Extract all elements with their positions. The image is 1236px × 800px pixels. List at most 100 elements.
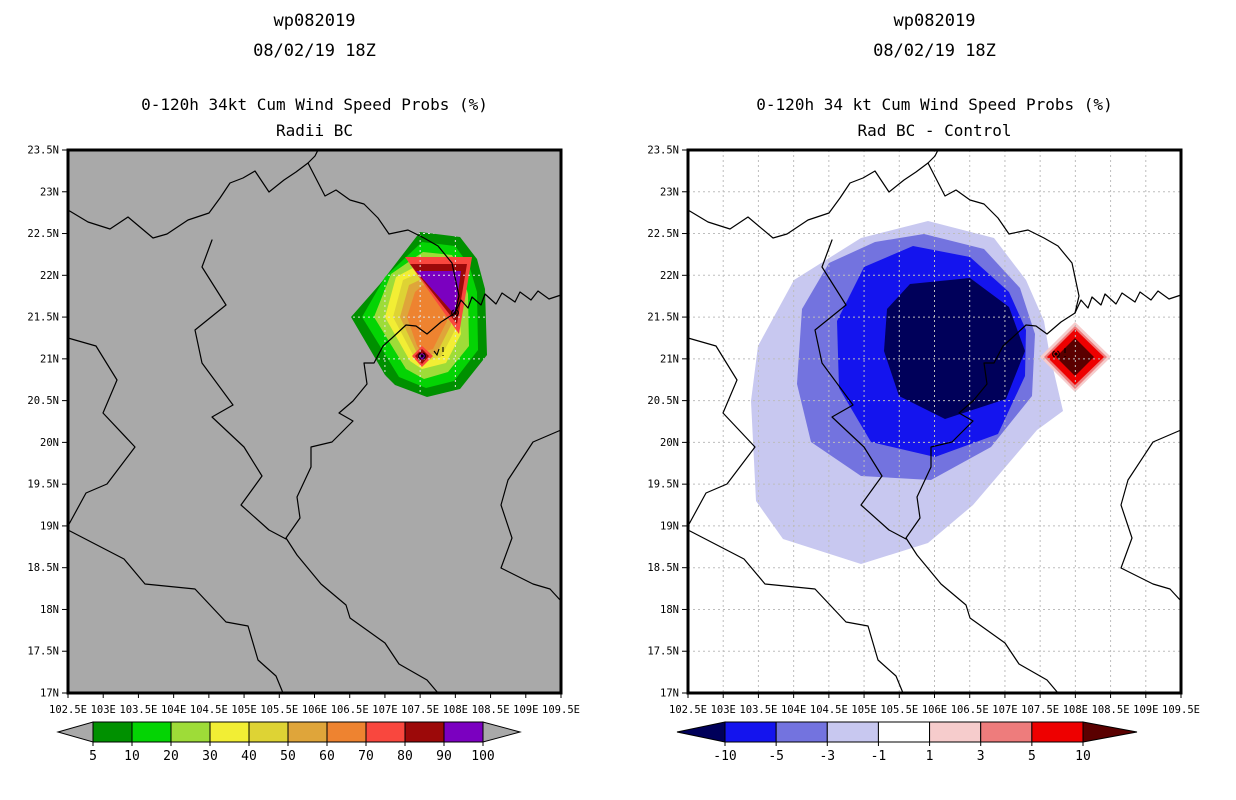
colorbar-arrow-right [482,721,522,743]
colorbar-label: 1 [926,749,934,764]
lon-tick-label: 103E [711,704,736,716]
lon-tick-label: 104E [161,704,186,716]
lon-tick-label: 105.5E [880,704,918,716]
coastline-layer [687,149,1182,694]
marker-layer [418,309,459,360]
lat-tick-label: 22N [40,270,59,282]
lat-tick-label: 21N [40,353,59,365]
annotation-mark [433,348,440,357]
colorbar-label: 3 [977,749,985,764]
lat-tick-label: 23N [660,186,679,198]
lon-tick-label: 106E [922,704,947,716]
colorbar-segment [365,721,406,743]
lon-tick-label: 109E [513,704,538,716]
right-map-svg: 102.5E 103E 103.5E 104E 104.5E 105E 105.5E 106E… [647,145,1200,765]
colorbar-label: -10 [713,749,736,764]
lon-tick-label: 107E [372,704,397,716]
lat-tick-label: 17N [40,688,59,700]
contour-90pct-triangle [416,271,461,315]
border-china-vietnam [687,162,1080,314]
colorbar-label: 10 [1075,749,1091,764]
colorbar-layer: 5 10 20 30 40 50 60 70 80 90 100 [56,721,522,764]
lat-tick-label: 19N [660,520,679,532]
colorbar-segment [404,721,445,743]
contour-neg10-core [884,278,1025,419]
coast-china-east [454,290,562,314]
lon-tick-label: 108.5E [472,704,510,716]
lon-tick-label: 104E [781,704,806,716]
storm-symbol-arms [451,309,459,317]
lat-tick-label: 19N [40,520,59,532]
lat-tick-label: 21.5N [647,312,679,324]
lat-tick-label: 19.5N [27,479,59,491]
lat-tick-label: 20.5N [647,395,679,407]
colorbar-segment [826,721,879,743]
lon-tick-label: 103.5E [119,704,157,716]
lat-tick-label: 21.5N [27,312,59,324]
lat-tick-label: 18N [660,604,679,616]
lon-tick-label: 108.5E [1092,704,1130,716]
coastline-layer [67,149,562,694]
map-background [68,150,561,693]
storm-symbol-center [1054,352,1058,356]
colorbar-segment [131,721,172,743]
lon-tick-label: 107.5E [401,704,439,716]
lon-tick-label: 105E [231,704,256,716]
colorbar-label: 20 [163,749,179,764]
colorbar-segment [980,721,1033,743]
storm-id: wp082019 [893,11,976,31]
panel-right: wp082019 08/02/19 18Z 0-120h 34 kt Cum W… [618,0,1236,800]
storm-symbol [1052,350,1060,358]
colorbar-label: 40 [241,749,257,764]
lon-tick-label: 102.5E [49,704,87,716]
lon-tick-label: 106.5E [331,704,369,716]
storm-symbol [451,309,459,317]
plot: 102.5E 103E 103.5E 104E 104.5E 105E 105.5E 106E… [27,145,580,717]
lat-tick-label: 17N [660,688,679,700]
lon-tick-label: 104.5E [190,704,228,716]
border-laos [194,239,287,540]
storm-id: wp082019 [273,11,356,31]
axes-layer: 102.5E 103E 103.5E 104E 104.5E 105E 105.5E 106E… [647,145,1200,717]
lat-tick-label: 23N [40,186,59,198]
coast-hainan [500,429,562,602]
colorbar-segment [775,721,828,743]
colorbar-arrow-left [56,721,94,743]
lon-tick-label: 105E [851,704,876,716]
colorbar-segment [92,721,133,743]
coast-hainan [1120,429,1182,602]
colorbar-segment [170,721,211,743]
lat-tick-label: 22N [660,270,679,282]
lat-tick-label: 22.5N [647,228,679,240]
storm-symbol-center [453,311,457,315]
lat-tick-label: 21N [660,353,679,365]
coast-gulf-of-tonkin [285,312,456,694]
border-china-vietnam [67,162,460,314]
storm-symbol-arms [1052,350,1060,358]
border-laos [814,239,907,540]
lon-tick-label: 102.5E [669,704,707,716]
grid-layer [688,150,1181,693]
subtitle: 0-120h 34 kt Cum Wind Speed Probs (%) [756,95,1113,114]
colorbar-label: -3 [819,749,835,764]
colorbar-label: 30 [202,749,218,764]
colorbar-segment [287,721,328,743]
colorbar-segment [877,721,931,743]
lat-tick-label: 20N [660,437,679,449]
init-time: 08/02/19 18Z [253,41,376,61]
colorbar-segment [724,721,777,743]
border-southwest [67,529,284,694]
init-time: 08/02/19 18Z [873,41,996,61]
lon-tick-label: 107E [992,704,1017,716]
right-title-block: wp082019 08/02/19 18Z 0-120h 34 kt Cum W… [688,6,1181,144]
lon-tick-label: 108E [443,704,468,716]
map-label: Rad BC - Control [857,121,1012,140]
colorbar-label: 70 [358,749,374,764]
plot: 102.5E 103E 103.5E 104E 104.5E 105E 105.5E 106E… [647,145,1200,717]
left-title-block: wp082019 08/02/19 18Z 0-120h 34kt Cum Wi… [68,6,561,144]
lat-tick-label: 19.5N [647,479,679,491]
border-southwest [687,529,904,694]
lat-tick-label: 23.5N [647,145,679,157]
lon-tick-label: 109E [1133,704,1158,716]
colorbar-label: 60 [319,749,335,764]
